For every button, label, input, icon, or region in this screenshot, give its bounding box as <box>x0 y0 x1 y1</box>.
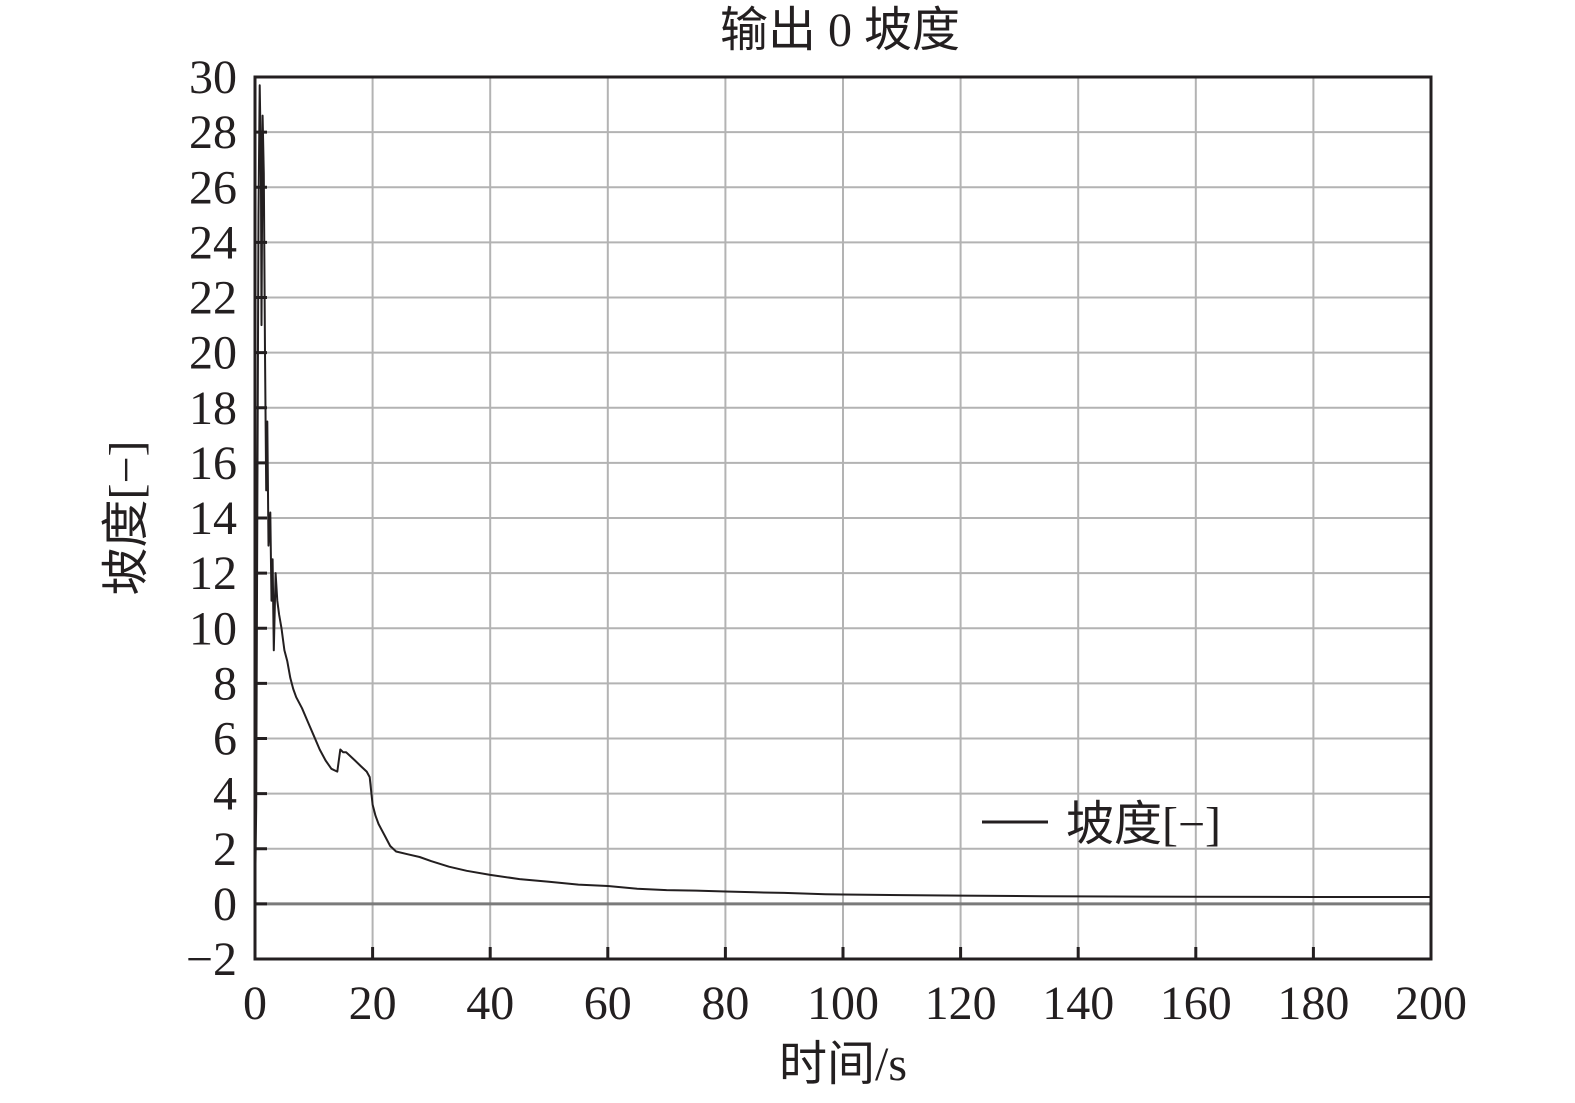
y-tick-label: 14 <box>189 492 237 545</box>
x-tick-label: 180 <box>1277 977 1349 1030</box>
x-tick-labels: 0 20 40 60 80 100 120 140 160 180 200 <box>243 977 1467 1030</box>
y-tick-label: 30 <box>189 51 237 104</box>
x-tick-label: 60 <box>584 977 632 1030</box>
x-tick-label: 40 <box>466 977 514 1030</box>
y-tick-label: 24 <box>189 216 237 269</box>
legend-label: 坡度[−] <box>1066 798 1221 851</box>
y-tick-label: −2 <box>186 933 237 986</box>
x-axis-label: 时间/s <box>779 1038 907 1091</box>
series-line <box>254 84 1431 904</box>
x-tick-label: 160 <box>1160 977 1232 1030</box>
x-tick-label: 200 <box>1395 977 1467 1030</box>
legend: 坡度[−] <box>982 798 1221 851</box>
y-tick-label: 28 <box>189 106 237 159</box>
series-layer <box>254 84 1431 904</box>
y-tick-label: 18 <box>189 382 237 435</box>
x-tick-label: 100 <box>807 977 879 1030</box>
y-tick-label: 0 <box>213 878 237 931</box>
x-tick-label: 0 <box>243 977 267 1030</box>
y-tick-label: 26 <box>189 161 237 214</box>
y-tick-label: 22 <box>189 272 237 325</box>
y-tick-label: 8 <box>213 657 237 710</box>
y-tick-label: 2 <box>213 823 237 876</box>
y-axis-label: 坡度[−] <box>100 440 153 595</box>
chart-title: 输出 0 坡度 <box>720 4 960 57</box>
x-tick-label: 120 <box>925 977 997 1030</box>
tick-marks <box>253 75 1433 961</box>
x-tick-label: 140 <box>1042 977 1114 1030</box>
y-tick-label: 4 <box>213 768 237 821</box>
y-tick-label: 20 <box>189 327 237 380</box>
y-tick-label: 10 <box>189 602 237 655</box>
y-tick-label: 12 <box>189 547 237 600</box>
y-tick-label: 16 <box>189 437 237 490</box>
x-tick-label: 20 <box>349 977 397 1030</box>
x-tick-label: 80 <box>701 977 749 1030</box>
y-tick-label: 6 <box>213 713 237 766</box>
